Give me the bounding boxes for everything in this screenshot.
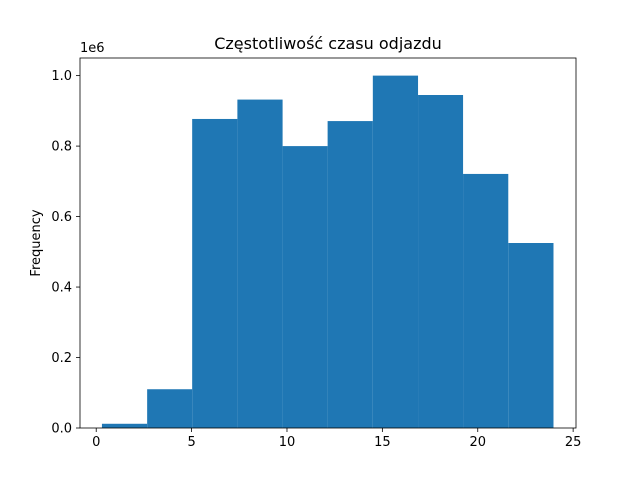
y-tick-label: 0.4 (51, 281, 72, 296)
bars-group (101, 75, 554, 429)
histogram-bar-1 (147, 389, 193, 428)
x-tick-label: 10 (279, 435, 296, 450)
histogram-bar-6 (372, 75, 419, 428)
histogram-bar-5 (327, 121, 373, 429)
x-axis: 0 5 10 15 20 25 (92, 428, 581, 450)
histogram-bar-8 (463, 173, 509, 428)
x-tick-label: 20 (469, 435, 486, 450)
histogram-bar-4 (282, 146, 328, 428)
y-tick-label: 0.8 (51, 140, 72, 155)
y-tick-label: 0.6 (51, 210, 72, 225)
histogram-bar-0 (101, 423, 148, 428)
y-tick-label: 0.2 (51, 351, 72, 366)
histogram-bar-2 (192, 118, 238, 428)
histogram-bar-9 (508, 243, 554, 428)
y-axis-label: Frequency (29, 209, 44, 276)
chart-title: Częstotliwość czasu odjazdu (214, 34, 442, 53)
y-tick-label: 1.0 (51, 69, 72, 84)
y-axis: 0.0 0.2 0.4 0.6 0.8 1.0 (51, 69, 80, 437)
plot-frame (79, 57, 577, 429)
x-tick-label: 0 (92, 435, 100, 450)
histogram-bar-3 (237, 99, 283, 428)
x-tick-label: 5 (187, 435, 195, 450)
histogram-bar-7 (418, 95, 464, 428)
y-axis-multiplier: 1e6 (80, 41, 105, 56)
x-tick-label: 25 (565, 435, 582, 450)
x-tick-label: 15 (374, 435, 391, 450)
y-tick-label: 0.0 (51, 422, 72, 437)
